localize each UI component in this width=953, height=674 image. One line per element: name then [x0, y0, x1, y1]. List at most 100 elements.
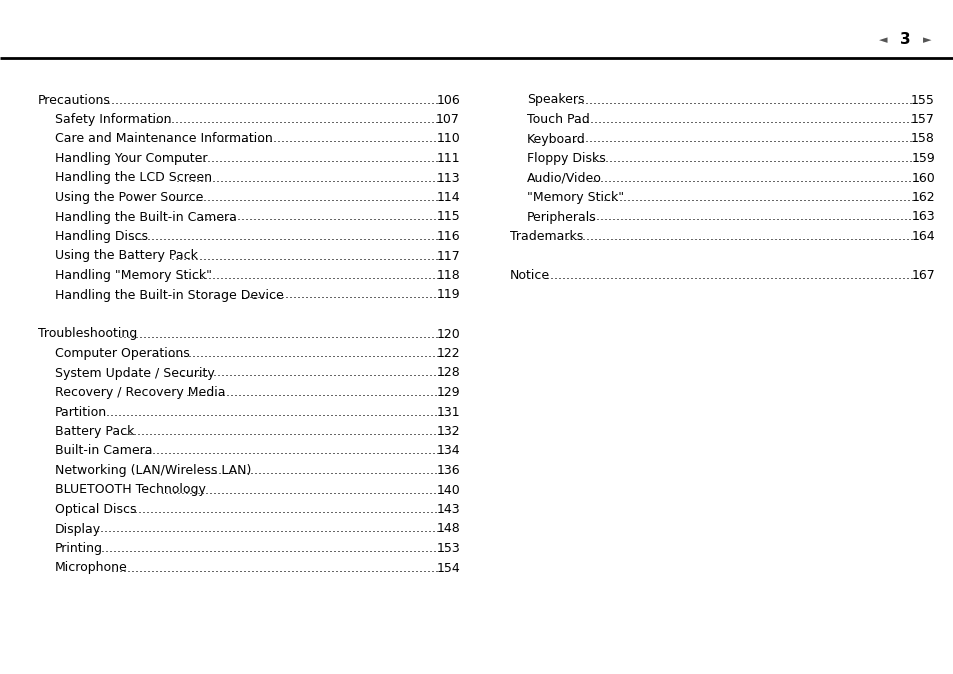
Text: .: . [913, 113, 917, 126]
Text: Touch Pad: Touch Pad [526, 113, 589, 126]
Text: .: . [659, 210, 663, 224]
Text: .: . [117, 542, 121, 555]
Text: .: . [414, 503, 417, 516]
Text: .: . [779, 191, 782, 204]
Text: .: . [285, 288, 289, 301]
Text: .: . [323, 561, 327, 574]
Text: .: . [231, 191, 234, 204]
Text: .: . [409, 542, 413, 555]
Text: .: . [263, 328, 267, 340]
Text: .: . [188, 269, 192, 282]
Text: .: . [236, 367, 241, 379]
Text: .: . [687, 210, 691, 224]
Text: .: . [193, 386, 198, 399]
Text: .: . [267, 230, 271, 243]
Text: .: . [240, 269, 244, 282]
Text: .: . [376, 210, 380, 224]
Text: .: . [210, 503, 213, 516]
Text: .: . [246, 503, 250, 516]
Text: .: . [656, 171, 659, 185]
Text: .: . [392, 444, 395, 458]
Text: .: . [212, 269, 215, 282]
Text: .: . [251, 249, 254, 262]
Text: .: . [119, 94, 123, 106]
Text: .: . [833, 113, 837, 126]
Text: .: . [624, 133, 628, 146]
Text: .: . [426, 406, 430, 419]
Text: .: . [861, 94, 864, 106]
Text: .: . [741, 113, 745, 126]
Text: .: . [433, 483, 436, 497]
Text: .: . [636, 210, 639, 224]
Text: .: . [915, 210, 919, 224]
Text: .: . [275, 269, 280, 282]
Text: .: . [341, 406, 346, 419]
Text: .: . [254, 249, 258, 262]
Text: .: . [224, 522, 228, 536]
Text: .: . [872, 152, 876, 165]
Text: .: . [407, 230, 411, 243]
Text: .: . [201, 483, 205, 497]
Text: .: . [177, 425, 181, 438]
Text: .: . [219, 94, 223, 106]
Text: .: . [190, 503, 193, 516]
Text: .: . [435, 230, 438, 243]
Text: .: . [862, 269, 865, 282]
Text: .: . [633, 152, 637, 165]
Text: .: . [403, 444, 408, 458]
Text: .: . [256, 483, 261, 497]
Text: .: . [272, 444, 275, 458]
Text: .: . [883, 210, 887, 224]
Text: .: . [430, 386, 434, 399]
Text: .: . [366, 386, 370, 399]
Text: .: . [181, 367, 185, 379]
Text: .: . [253, 386, 257, 399]
Text: Peripherals: Peripherals [526, 210, 597, 224]
Text: .: . [150, 406, 153, 419]
Text: .: . [157, 542, 161, 555]
Text: .: . [641, 113, 645, 126]
Text: .: . [775, 210, 780, 224]
Text: .: . [419, 171, 423, 185]
Text: .: . [671, 210, 676, 224]
Text: .: . [334, 386, 337, 399]
Text: .: . [714, 191, 719, 204]
Text: .: . [683, 210, 687, 224]
Text: .: . [802, 191, 806, 204]
Text: .: . [186, 406, 190, 419]
Text: .: . [697, 94, 700, 106]
Text: .: . [629, 269, 634, 282]
Text: .: . [225, 542, 229, 555]
Text: .: . [193, 503, 198, 516]
Text: .: . [123, 561, 127, 574]
Text: .: . [286, 503, 290, 516]
Text: .: . [720, 210, 723, 224]
Text: .: . [234, 328, 239, 340]
Text: .: . [390, 406, 394, 419]
Text: .: . [309, 542, 313, 555]
Text: .: . [614, 113, 618, 126]
Text: Safety Information: Safety Information [55, 113, 172, 126]
Text: .: . [422, 191, 427, 204]
Text: .: . [398, 94, 402, 106]
Text: .: . [327, 328, 331, 340]
Text: .: . [406, 503, 410, 516]
Text: .: . [440, 367, 444, 379]
Text: .: . [311, 561, 314, 574]
Text: .: . [319, 171, 324, 185]
Text: .: . [753, 113, 758, 126]
Text: .: . [750, 191, 754, 204]
Text: .: . [247, 230, 251, 243]
Text: .: . [336, 367, 340, 379]
Text: .: . [405, 367, 409, 379]
Text: .: . [281, 133, 285, 146]
Text: .: . [301, 133, 305, 146]
Text: .: . [623, 210, 627, 224]
Text: .: . [192, 444, 195, 458]
Text: .: . [367, 191, 371, 204]
Text: .: . [285, 210, 289, 224]
Text: .: . [783, 210, 787, 224]
Text: .: . [302, 464, 306, 477]
Text: .: . [613, 152, 617, 165]
Text: .: . [231, 561, 234, 574]
